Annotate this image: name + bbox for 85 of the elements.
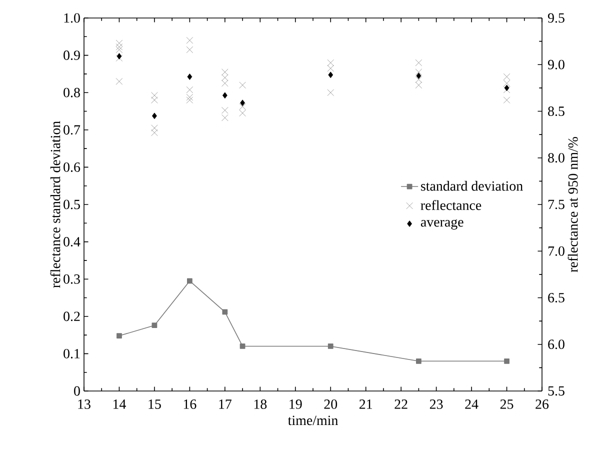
point [186, 46, 194, 54]
y-tick-label: 1.0 [64, 13, 80, 23]
point [239, 82, 246, 89]
point [222, 309, 228, 315]
point [222, 74, 228, 82]
point [416, 72, 422, 79]
point [415, 59, 422, 66]
y2-tick-label: 5.5 [548, 386, 564, 396]
point [240, 344, 246, 349]
x-tick-label: 19 [290, 400, 302, 409]
y-tick-label: 0.5 [64, 200, 80, 210]
point [239, 110, 246, 116]
y2-axis-title: reflectance at 950 nm/% [568, 136, 578, 272]
point [222, 114, 228, 122]
point [116, 333, 122, 338]
point [151, 96, 158, 104]
y-tick-label: 0.9 [64, 50, 80, 60]
point [503, 80, 510, 87]
x-tick-label: 13 [78, 400, 90, 409]
point [222, 68, 228, 76]
y2-tick-label: 9.0 [548, 60, 564, 70]
point [186, 94, 194, 101]
point [186, 37, 194, 44]
x-axis-title: time/min [288, 416, 338, 426]
y2-tick-label: 7.0 [548, 246, 564, 256]
x-tick-label: 24 [465, 400, 478, 409]
point [222, 80, 228, 87]
x-tick-label: 14 [113, 400, 126, 409]
y-tick-label: 0.4 [64, 237, 80, 247]
point [152, 112, 157, 120]
point [187, 74, 192, 80]
x-tick-label: 17 [219, 400, 232, 409]
point [415, 82, 422, 89]
y-axis-title: reflectance standard deviation [50, 121, 60, 288]
y-tick-label: 0 [74, 386, 80, 396]
point [222, 92, 228, 99]
point [328, 344, 334, 349]
x-tick-label: 16 [184, 400, 196, 409]
point [151, 129, 158, 136]
point [116, 78, 123, 85]
x-tick-label: 26 [536, 400, 549, 409]
point [151, 92, 158, 99]
point [116, 46, 123, 54]
point [186, 96, 194, 104]
x-tick-label: 21 [359, 400, 372, 409]
point [222, 106, 228, 114]
x-tick-label: 25 [500, 400, 514, 409]
point [415, 76, 422, 83]
point [328, 72, 334, 78]
point [327, 59, 334, 66]
x-tick-label: 15 [148, 400, 161, 409]
x-tick-label: 22 [394, 400, 408, 409]
point [327, 89, 334, 96]
point [504, 358, 510, 364]
y2-tick-label: 9.5 [548, 13, 564, 23]
y-tick-label: 0.2 [64, 312, 80, 322]
y2-tick-label: 8.0 [548, 153, 564, 163]
point [503, 96, 510, 104]
y-tick-label: 0.6 [64, 162, 80, 172]
y-tick-label: 0.3 [64, 274, 80, 284]
y-tick-label: 0.8 [64, 88, 80, 98]
point [187, 278, 192, 284]
x-tick-label: 20 [324, 400, 338, 409]
y2-tick-label: 6.0 [548, 340, 564, 350]
y-tick-label: 0.1 [64, 348, 80, 358]
y2-tick-label: 8.5 [548, 106, 564, 116]
legend-label: average [420, 219, 464, 230]
point [240, 100, 245, 106]
x-tick-label: 18 [254, 400, 267, 409]
y2-tick-label: 6.5 [548, 293, 564, 302]
y-tick-label: 0.7 [64, 125, 80, 135]
point [116, 44, 123, 50]
point [416, 358, 422, 364]
point [239, 103, 246, 110]
point [116, 40, 123, 47]
legend-label: reflectance [420, 200, 482, 210]
x-tick-label: 23 [430, 400, 443, 409]
point [186, 86, 194, 94]
point [503, 73, 510, 80]
legend-label: standard deviation [421, 180, 523, 191]
point [152, 322, 158, 328]
y2-tick-label: 7.5 [548, 200, 564, 210]
point [327, 64, 334, 72]
point [415, 68, 422, 76]
point [151, 124, 158, 132]
